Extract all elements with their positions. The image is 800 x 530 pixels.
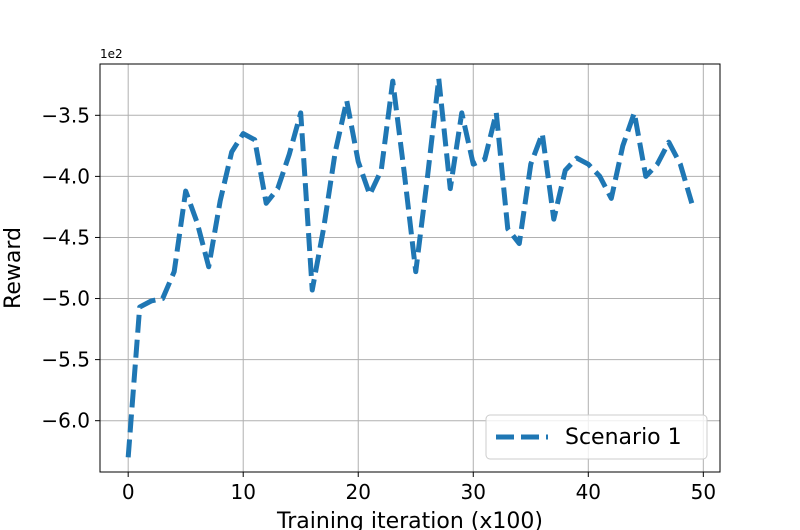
legend: Scenario 1: [485, 414, 708, 460]
legend-label-scenario-1: Scenario 1: [565, 425, 682, 450]
y-tick-label: −6.0: [41, 409, 90, 433]
series-line-scenario-1: [125, 76, 695, 458]
y-tick-label: −5.5: [41, 348, 90, 372]
y-tick-label: −4.0: [41, 164, 90, 188]
series-layer: [125, 76, 695, 458]
y-offset-label: 1e2: [100, 47, 123, 61]
y-axis-label: Reward: [1, 227, 26, 309]
x-tick-label: 50: [691, 480, 716, 504]
plot-frame: [99, 63, 721, 473]
grid-lines: [100, 64, 720, 472]
legend-box: [485, 414, 708, 460]
y-axis-ticks: −6.0 −5.5 −5.0 −4.5 −4.0 −3.5: [41, 103, 100, 433]
y-tick-label: −3.5: [41, 103, 90, 127]
x-tick-label: 40: [576, 480, 601, 504]
x-tick-label: 30: [461, 480, 486, 504]
x-tick-label: 10: [230, 480, 255, 504]
y-tick-label: −4.5: [41, 225, 90, 249]
x-tick-label: 20: [346, 480, 371, 504]
y-tick-label: −5.0: [41, 287, 90, 311]
x-axis-label: Training iteration (x100): [276, 509, 543, 530]
x-tick-label: 0: [122, 480, 135, 504]
x-axis-ticks: 0 10 20 30 40 50: [122, 472, 716, 504]
